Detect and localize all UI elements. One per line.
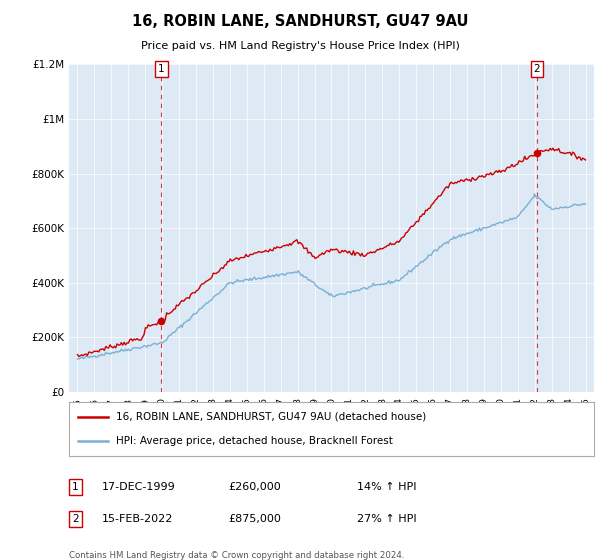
Text: HPI: Average price, detached house, Bracknell Forest: HPI: Average price, detached house, Brac… (116, 436, 393, 446)
Text: 1: 1 (72, 482, 79, 492)
Text: £260,000: £260,000 (228, 482, 281, 492)
Text: 14% ↑ HPI: 14% ↑ HPI (357, 482, 416, 492)
Text: 1: 1 (158, 64, 165, 74)
Text: Price paid vs. HM Land Registry's House Price Index (HPI): Price paid vs. HM Land Registry's House … (140, 41, 460, 51)
Text: 17-DEC-1999: 17-DEC-1999 (102, 482, 176, 492)
Text: 2: 2 (72, 514, 79, 524)
Text: 27% ↑ HPI: 27% ↑ HPI (357, 514, 416, 524)
Text: 16, ROBIN LANE, SANDHURST, GU47 9AU: 16, ROBIN LANE, SANDHURST, GU47 9AU (132, 14, 468, 29)
Text: 16, ROBIN LANE, SANDHURST, GU47 9AU (detached house): 16, ROBIN LANE, SANDHURST, GU47 9AU (det… (116, 412, 427, 422)
Text: 2: 2 (533, 64, 540, 74)
Text: £875,000: £875,000 (228, 514, 281, 524)
Text: Contains HM Land Registry data © Crown copyright and database right 2024.: Contains HM Land Registry data © Crown c… (69, 551, 404, 560)
Text: 15-FEB-2022: 15-FEB-2022 (102, 514, 173, 524)
